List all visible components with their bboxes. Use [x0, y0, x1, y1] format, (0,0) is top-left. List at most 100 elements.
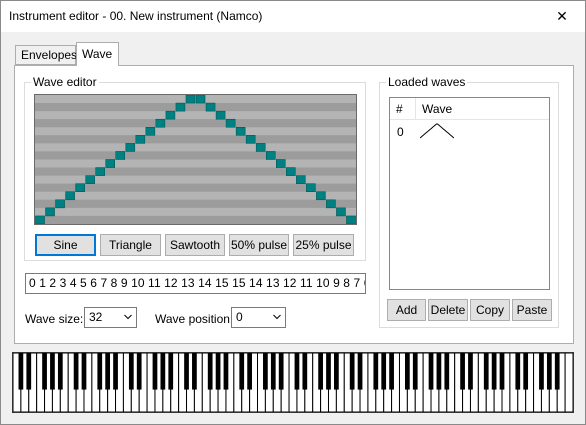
black-key[interactable] [18, 353, 24, 390]
column-divider[interactable] [415, 98, 416, 120]
wave-sample-bar[interactable] [45, 207, 55, 217]
black-key[interactable] [223, 353, 229, 390]
wave-sample-bar[interactable] [255, 143, 266, 152]
wave-sample-bar[interactable] [135, 135, 146, 144]
black-key[interactable] [73, 353, 79, 390]
wave-sample-bar[interactable] [195, 95, 206, 104]
list-item[interactable]: 0 [390, 122, 549, 142]
black-key[interactable] [263, 353, 268, 390]
wave-sample-bar[interactable] [276, 159, 286, 168]
black-key[interactable] [515, 353, 521, 390]
black-key[interactable] [554, 353, 560, 390]
black-key[interactable] [57, 353, 63, 390]
copy-wave-button[interactable]: Copy [470, 299, 510, 321]
close-button[interactable]: ✕ [539, 1, 585, 31]
black-key[interactable] [539, 353, 544, 390]
column-header-wave[interactable]: Wave [422, 102, 453, 116]
black-key[interactable] [160, 353, 166, 390]
wave-sample-bar[interactable] [115, 151, 126, 160]
black-key[interactable] [546, 353, 552, 390]
black-key[interactable] [294, 353, 300, 390]
wave-sample-bar[interactable] [346, 215, 356, 224]
black-key[interactable] [192, 353, 197, 390]
black-key[interactable] [483, 353, 489, 390]
tab-wave[interactable]: Wave [76, 42, 119, 66]
black-key[interactable] [491, 353, 497, 390]
wave-sample-bar[interactable] [235, 127, 246, 136]
black-key[interactable] [207, 353, 213, 390]
wave-sample-bar[interactable] [85, 175, 95, 184]
black-key[interactable] [50, 353, 55, 390]
black-key[interactable] [97, 353, 103, 390]
wave-sample-bar[interactable] [35, 215, 45, 224]
black-key[interactable] [334, 353, 339, 390]
black-key[interactable] [373, 353, 379, 390]
paste-wave-button[interactable]: Paste [512, 299, 552, 321]
black-key[interactable] [81, 353, 87, 390]
wave-sample-bar[interactable] [286, 167, 296, 176]
black-key[interactable] [428, 353, 434, 390]
black-key[interactable] [381, 353, 387, 390]
black-key[interactable] [136, 353, 142, 390]
tab-envelopes[interactable]: Envelopes [15, 45, 77, 65]
wave-sample-bar[interactable] [55, 199, 65, 209]
black-key[interactable] [113, 353, 118, 390]
black-key[interactable] [105, 353, 111, 390]
black-key[interactable] [468, 353, 473, 390]
wave-sample-bar[interactable] [296, 175, 306, 184]
black-key[interactable] [326, 353, 331, 390]
wave-sample-bar[interactable] [336, 207, 346, 217]
black-key[interactable] [357, 353, 363, 390]
black-key[interactable] [247, 353, 252, 390]
pulse-25-button[interactable]: 25% pulse [293, 234, 354, 256]
wave-sample-bar[interactable] [326, 199, 336, 209]
black-key[interactable] [302, 353, 308, 390]
wave-sample-bar[interactable] [265, 151, 276, 160]
black-key[interactable] [215, 353, 221, 390]
wave-sample-bar[interactable] [145, 127, 156, 136]
black-key[interactable] [523, 353, 529, 390]
wave-sample-bar[interactable] [105, 159, 115, 168]
wave-mml-input[interactable]: 0 1 2 3 4 5 6 7 8 9 10 11 12 13 14 15 15… [25, 273, 366, 294]
wave-sample-bar[interactable] [175, 102, 186, 112]
black-key[interactable] [26, 353, 32, 390]
wave-sample-bar[interactable] [316, 191, 326, 201]
black-key[interactable] [184, 353, 189, 390]
black-key[interactable] [436, 353, 442, 390]
wave-sample-bar[interactable] [306, 183, 316, 192]
black-key[interactable] [239, 353, 245, 390]
wave-sample-bar[interactable] [125, 143, 136, 152]
black-key[interactable] [278, 353, 284, 390]
black-key[interactable] [349, 353, 355, 390]
wave-sample-bar[interactable] [205, 102, 216, 112]
wave-sample-bar[interactable] [95, 167, 105, 176]
column-header-index[interactable]: # [396, 102, 403, 116]
delete-wave-button[interactable]: Delete [428, 299, 468, 321]
black-key[interactable] [499, 353, 505, 390]
wave-sample-bar[interactable] [75, 183, 85, 192]
black-key[interactable] [318, 353, 323, 390]
wave-position-select[interactable]: 0 [231, 307, 286, 328]
wave-sample-bar[interactable] [65, 191, 75, 201]
sine-button[interactable]: Sine [35, 234, 96, 256]
black-key[interactable] [152, 353, 158, 390]
black-key[interactable] [460, 353, 465, 390]
black-key[interactable] [405, 353, 410, 390]
triangle-button[interactable]: Triangle [100, 234, 161, 256]
sawtooth-button[interactable]: Sawtooth [165, 234, 225, 256]
black-key[interactable] [412, 353, 418, 390]
white-key[interactable] [564, 353, 573, 412]
black-key[interactable] [128, 353, 134, 390]
black-key[interactable] [168, 353, 174, 390]
add-wave-button[interactable]: Add [387, 299, 426, 321]
wave-editor-canvas[interactable] [34, 94, 357, 225]
wave-sample-bar[interactable] [245, 135, 256, 144]
black-key[interactable] [270, 353, 276, 390]
black-key[interactable] [389, 353, 394, 390]
wave-sample-bar[interactable] [215, 110, 226, 120]
piano-keyboard[interactable] [12, 352, 574, 413]
black-key[interactable] [42, 353, 47, 390]
wave-size-select[interactable]: 32 [84, 307, 137, 328]
wave-sample-bar[interactable] [185, 95, 196, 104]
wave-sample-bar[interactable] [165, 110, 176, 120]
